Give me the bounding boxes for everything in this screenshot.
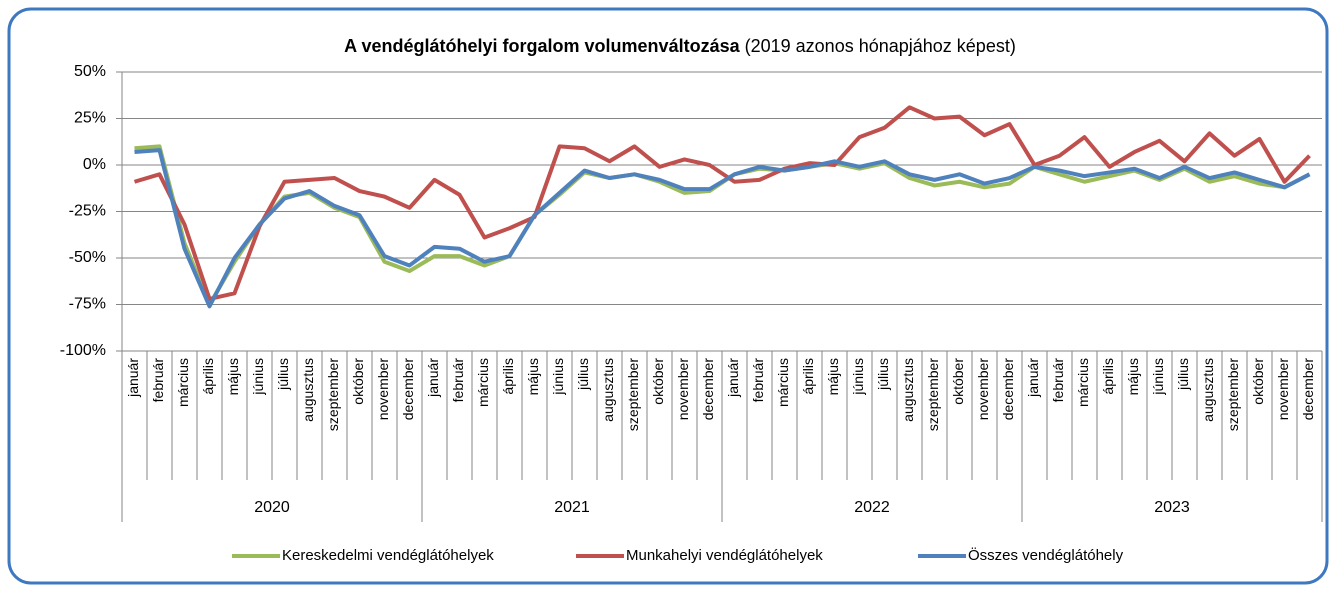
y-tick-label: -50% bbox=[69, 249, 106, 266]
x-tick-label: február bbox=[1050, 358, 1066, 403]
y-tick-label: 0% bbox=[83, 156, 106, 173]
x-tick-label: december bbox=[400, 358, 416, 421]
x-tick-label: április bbox=[200, 358, 216, 395]
series-line bbox=[133, 105, 1311, 301]
x-tick-label: december bbox=[1300, 358, 1316, 421]
x-tick-label: június bbox=[550, 358, 566, 396]
x-tick-label: március bbox=[175, 358, 191, 407]
x-tick-label: szeptember bbox=[925, 358, 941, 431]
y-tick-label: -25% bbox=[69, 203, 106, 220]
year-label: 2022 bbox=[854, 499, 890, 516]
x-tick-label: december bbox=[1000, 358, 1016, 421]
x-tick-label: július bbox=[275, 358, 291, 391]
x-tick-label: november bbox=[975, 358, 991, 421]
y-tick-label: 50% bbox=[74, 63, 106, 80]
x-tick-label: október bbox=[350, 358, 366, 405]
chart-heading: A vendéglátóhelyi forgalom volumenváltoz… bbox=[344, 36, 1016, 56]
x-tick-label: március bbox=[775, 358, 791, 407]
x-tick-label: november bbox=[675, 358, 691, 421]
x-tick-label: január bbox=[125, 358, 141, 398]
year-label: 2023 bbox=[1154, 499, 1190, 516]
y-tick-label: 25% bbox=[74, 110, 106, 127]
x-tick-label: július bbox=[575, 358, 591, 391]
x-tick-label: szeptember bbox=[325, 358, 341, 431]
chart-subtitle: (2019 azonos hónapjához képest) bbox=[745, 36, 1016, 56]
x-tick-label: április bbox=[500, 358, 516, 395]
x-tick-label: október bbox=[950, 358, 966, 405]
legend-label: Összes vendéglátóhely bbox=[968, 546, 1124, 564]
x-tick-label: szeptember bbox=[1225, 358, 1241, 431]
x-tick-label: február bbox=[750, 358, 766, 403]
x-tick-label: július bbox=[1175, 358, 1191, 391]
x-tick-label: október bbox=[1250, 358, 1266, 405]
x-tick-label: szeptember bbox=[625, 358, 641, 431]
x-tick-label: június bbox=[850, 358, 866, 396]
x-tick-label: április bbox=[800, 358, 816, 395]
x-tick-label: június bbox=[250, 358, 266, 396]
x-tick-label: november bbox=[375, 358, 391, 421]
x-tick-label: január bbox=[725, 358, 741, 398]
chart-title: A vendéglátóhelyi forgalom volumenváltoz… bbox=[344, 36, 740, 56]
x-tick-label: március bbox=[1075, 358, 1091, 407]
year-label: 2020 bbox=[254, 499, 290, 516]
x-tick-label: július bbox=[875, 358, 891, 391]
x-tick-label: május bbox=[825, 358, 841, 395]
series-line bbox=[134, 148, 1311, 309]
x-tick-label: május bbox=[1125, 358, 1141, 395]
legend-label: Kereskedelmi vendéglátóhelyek bbox=[282, 547, 494, 564]
x-tick-label: január bbox=[425, 358, 441, 398]
x-tick-label: október bbox=[650, 358, 666, 405]
y-tick-label: -75% bbox=[69, 296, 106, 313]
legend-label: Munkahelyi vendéglátóhelyek bbox=[626, 547, 823, 564]
x-tick-label: december bbox=[700, 358, 716, 421]
x-tick-label: november bbox=[1275, 358, 1291, 421]
x-tick-label: augusztus bbox=[1200, 358, 1216, 422]
x-tick-label: január bbox=[1025, 358, 1041, 398]
x-tick-label: augusztus bbox=[300, 358, 316, 422]
x-tick-label: augusztus bbox=[900, 358, 916, 422]
x-tick-label: február bbox=[450, 358, 466, 403]
y-tick-label: -100% bbox=[60, 342, 106, 359]
x-tick-label: március bbox=[475, 358, 491, 407]
x-tick-label: augusztus bbox=[600, 358, 616, 422]
x-tick-label: február bbox=[150, 358, 166, 403]
x-tick-label: június bbox=[1150, 358, 1166, 396]
x-tick-label: május bbox=[525, 358, 541, 395]
year-label: 2021 bbox=[554, 499, 590, 516]
x-tick-label: április bbox=[1100, 358, 1116, 395]
x-tick-label: május bbox=[225, 358, 241, 395]
